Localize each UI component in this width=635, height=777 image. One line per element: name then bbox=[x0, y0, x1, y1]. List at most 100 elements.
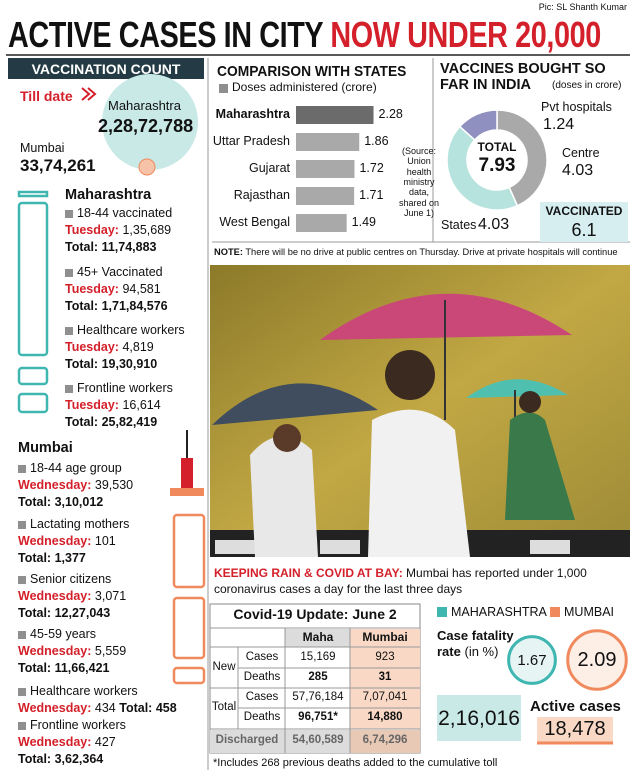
day-label: Wednesday: bbox=[18, 644, 92, 658]
total-line: Total: 11,74,883 bbox=[65, 240, 157, 254]
group-title: Maharashtra bbox=[65, 187, 152, 203]
source-note: (Source: Union health ministry data, sha… bbox=[398, 146, 440, 219]
bar-value: 1.72 bbox=[359, 161, 384, 175]
total-value: 19,30,910 bbox=[101, 357, 158, 371]
group-label: Healthcare workers bbox=[77, 323, 185, 337]
day-label: Tuesday: bbox=[65, 398, 119, 412]
day-label: Wednesday: bbox=[18, 534, 92, 548]
row-group: New bbox=[212, 661, 236, 673]
cell: 6,74,296 bbox=[362, 734, 408, 746]
headline-lead: ACTIVE CASES IN CITY bbox=[8, 14, 323, 55]
day-label: Tuesday: bbox=[65, 282, 119, 296]
fatality-bubble bbox=[566, 629, 628, 691]
bullet bbox=[18, 631, 26, 639]
table-title: Covid-19 Update: June 2 bbox=[233, 606, 397, 622]
bar bbox=[296, 160, 355, 178]
total-line: Total: 3,62,364 bbox=[18, 752, 103, 766]
donut-segment bbox=[446, 125, 519, 211]
mumbai-bubble bbox=[138, 158, 156, 176]
group-label: 45-59 years bbox=[30, 627, 97, 641]
total-label: Total: bbox=[18, 495, 52, 509]
caption-text: Mumbai has reported under 1,000 coronavi… bbox=[214, 566, 587, 596]
row-label: Deaths bbox=[243, 711, 281, 723]
bubble-label: Mumbai bbox=[20, 141, 65, 155]
group-label: Senior citizens bbox=[30, 572, 112, 586]
day-value: 434 bbox=[94, 701, 116, 715]
cell: 54,60,589 bbox=[292, 734, 344, 746]
maharashtra-bubble bbox=[102, 74, 198, 170]
bar-value: 1.86 bbox=[364, 134, 389, 148]
total-line: Total: 11,66,421 bbox=[18, 661, 110, 675]
day-value: 3,071 bbox=[94, 589, 127, 603]
total-label: Total: bbox=[18, 606, 52, 620]
cell: 15,169 bbox=[300, 651, 336, 663]
bar-shape bbox=[172, 513, 206, 589]
segment-value: 4.03 bbox=[562, 162, 594, 179]
active-box bbox=[537, 717, 613, 743]
bar bbox=[296, 214, 347, 232]
bar-value: 1.71 bbox=[359, 188, 384, 202]
bar bbox=[296, 187, 355, 205]
cell: 285 bbox=[308, 671, 328, 683]
panel-title: COMPARISON WITH STATES bbox=[217, 63, 407, 80]
row-label: Cases bbox=[245, 651, 279, 663]
active-box bbox=[437, 695, 521, 741]
legend-swatch bbox=[219, 84, 228, 93]
bullet bbox=[65, 210, 73, 218]
bullet bbox=[18, 521, 26, 529]
vaccinated-box bbox=[540, 202, 628, 242]
day-line: Tuesday: 4,819 bbox=[65, 340, 154, 354]
total-value: 3,10,012 bbox=[54, 495, 104, 509]
group-label: Lactating mothers bbox=[30, 517, 130, 531]
row-label: Deaths bbox=[243, 671, 281, 683]
day-label: Wednesday: bbox=[18, 478, 92, 492]
group-label: Frontline workers bbox=[30, 718, 126, 732]
note-label: NOTE: bbox=[214, 247, 243, 257]
vaccinated-label: VACCINATED bbox=[545, 204, 623, 218]
bar-value: 1.49 bbox=[351, 215, 376, 229]
cell: 96,751* bbox=[298, 711, 338, 723]
cell: 57,76,184 bbox=[292, 691, 344, 703]
bar-shape bbox=[17, 366, 49, 386]
group-label: 18-44 age group bbox=[30, 461, 122, 475]
cell: 14,880 bbox=[367, 711, 403, 723]
total-line: Total: 19,30,910 bbox=[65, 357, 157, 371]
day-value: 39,530 bbox=[94, 478, 134, 492]
bullet bbox=[18, 688, 26, 696]
headline: ACTIVE CASES IN CITY NOW UNDER 20,000 bbox=[8, 14, 601, 55]
total-label: Total: bbox=[65, 357, 99, 371]
maha-header-bg bbox=[285, 629, 350, 647]
segment-value: 1.24 bbox=[543, 116, 575, 133]
row-label: Cases bbox=[245, 691, 279, 703]
day-line: Wednesday: 434 Total: 458 bbox=[18, 701, 177, 715]
maharashtra-bars bbox=[17, 190, 49, 414]
section-title: VACCINATION COUNT bbox=[31, 61, 181, 77]
group-title: Mumbai bbox=[18, 440, 73, 456]
note: NOTE: There will be no drive at public c… bbox=[214, 247, 632, 258]
credit: Pic: SL Shanth Kumar bbox=[538, 2, 627, 12]
column-header: Mumbai bbox=[362, 630, 408, 644]
bar bbox=[296, 106, 374, 124]
total-label: Total: bbox=[65, 240, 99, 254]
total-value: 458 bbox=[155, 701, 177, 715]
day-line: Wednesday: 101 bbox=[18, 534, 116, 548]
bar-shape bbox=[172, 666, 206, 685]
note-text: There will be no drive at public centres… bbox=[245, 247, 618, 257]
fatality-value: 2.09 bbox=[577, 649, 617, 671]
day-label: Wednesday: bbox=[18, 735, 92, 749]
day-line: Wednesday: 5,559 bbox=[18, 644, 126, 658]
cell: 31 bbox=[378, 671, 392, 683]
group-label: 45+ Vaccinated bbox=[77, 265, 163, 279]
legend-swatch bbox=[550, 607, 560, 617]
day-label: Tuesday: bbox=[65, 223, 119, 237]
day-label: Tuesday: bbox=[65, 340, 119, 354]
total-value: 12,27,043 bbox=[54, 606, 111, 620]
total-label: Total: bbox=[65, 299, 99, 313]
total-value: 25,82,419 bbox=[101, 415, 158, 429]
cell: 7,07,041 bbox=[362, 691, 408, 703]
mumbai-bars bbox=[172, 513, 206, 685]
bullet bbox=[18, 465, 26, 473]
arrows bbox=[81, 87, 97, 101]
